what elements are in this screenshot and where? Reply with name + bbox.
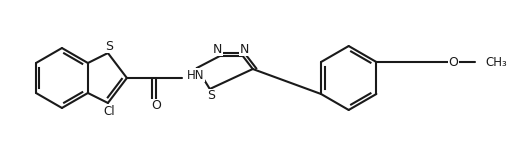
Text: N: N [240, 43, 249, 56]
Text: O: O [151, 100, 161, 112]
Text: Cl: Cl [103, 105, 115, 118]
Text: O: O [449, 56, 459, 68]
Text: HN: HN [187, 68, 204, 81]
Text: N: N [213, 43, 223, 56]
Text: S: S [105, 39, 113, 53]
Text: CH₃: CH₃ [485, 56, 507, 68]
Text: S: S [207, 90, 215, 102]
